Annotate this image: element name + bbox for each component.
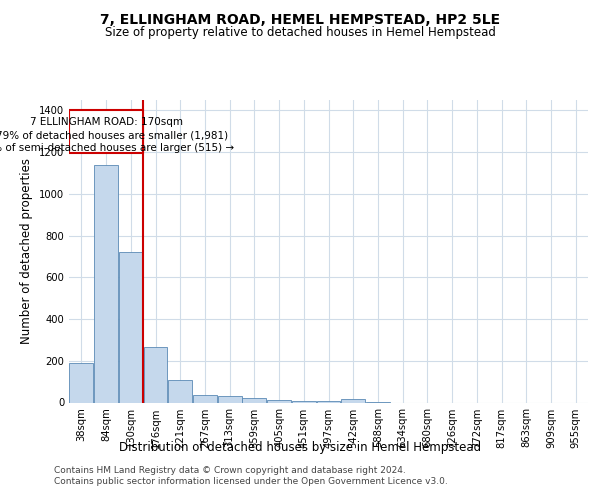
- Bar: [292, 401, 316, 402]
- Text: 21% of semi-detached houses are larger (515) →: 21% of semi-detached houses are larger (…: [0, 142, 233, 152]
- Text: Contains public sector information licensed under the Open Government Licence v3: Contains public sector information licen…: [54, 478, 448, 486]
- FancyBboxPatch shape: [69, 110, 143, 153]
- Bar: [193, 395, 217, 402]
- Bar: [94, 164, 118, 402]
- Text: 7 ELLINGHAM ROAD: 170sqm: 7 ELLINGHAM ROAD: 170sqm: [29, 118, 182, 128]
- Bar: [341, 400, 365, 402]
- Bar: [143, 347, 167, 403]
- Bar: [168, 380, 192, 402]
- Text: Size of property relative to detached houses in Hemel Hempstead: Size of property relative to detached ho…: [104, 26, 496, 39]
- Text: Contains HM Land Registry data © Crown copyright and database right 2024.: Contains HM Land Registry data © Crown c…: [54, 466, 406, 475]
- Text: ← 79% of detached houses are smaller (1,981): ← 79% of detached houses are smaller (1,…: [0, 130, 228, 140]
- Bar: [218, 396, 242, 402]
- Bar: [317, 401, 340, 402]
- Bar: [242, 398, 266, 402]
- Text: 7, ELLINGHAM ROAD, HEMEL HEMPSTEAD, HP2 5LE: 7, ELLINGHAM ROAD, HEMEL HEMPSTEAD, HP2 …: [100, 12, 500, 26]
- Bar: [70, 363, 94, 403]
- Y-axis label: Number of detached properties: Number of detached properties: [20, 158, 34, 344]
- Bar: [119, 252, 143, 402]
- Bar: [267, 400, 291, 402]
- Text: Distribution of detached houses by size in Hemel Hempstead: Distribution of detached houses by size …: [119, 441, 481, 454]
